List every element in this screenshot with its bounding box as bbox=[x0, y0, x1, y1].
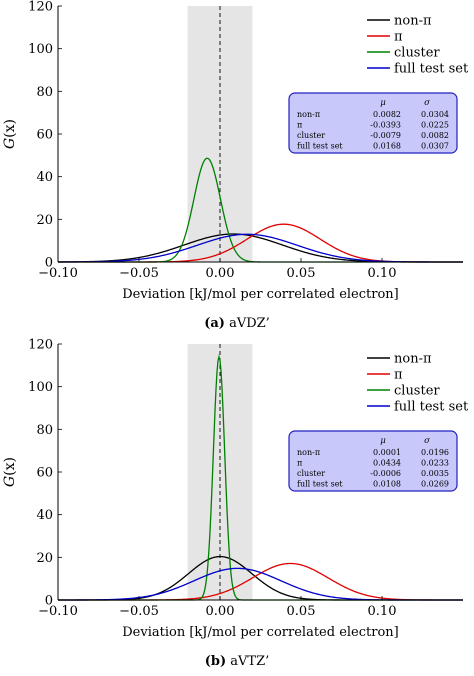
caption-b-label: (b) bbox=[204, 654, 227, 669]
chart-panel-b: −0.10 −0.05 0.00 0.05 0.10 0 20 40 60 80 100 120 Dev… bbox=[0, 338, 474, 676]
stats-row-mu: 0.0108 bbox=[373, 480, 401, 489]
stats-row-mu: 0.0001 bbox=[373, 448, 401, 457]
x-tick-label: −0.05 bbox=[119, 266, 159, 281]
series-line--1 bbox=[58, 562, 463, 601]
y-tick-label: 40 bbox=[36, 170, 53, 185]
legend-label: non-π bbox=[394, 352, 432, 367]
y-tick-label: 0 bbox=[45, 256, 53, 271]
stats-row-label: cluster bbox=[297, 131, 325, 140]
stats-row-sigma: 0.0196 bbox=[421, 448, 449, 457]
series-line-non-0 bbox=[58, 233, 463, 263]
legend-label: full test set bbox=[394, 400, 469, 415]
y-axis-label-main: G bbox=[2, 476, 18, 487]
legend-label: cluster bbox=[394, 384, 440, 399]
legend-label: cluster bbox=[394, 46, 440, 61]
y-axis-label-arg: (x) bbox=[2, 119, 18, 138]
y-tick-label: 0 bbox=[45, 594, 53, 609]
chart-a-svg: −0.10 −0.05 0.00 0.05 0.10 0 20 40 60 80 100 120 Dev… bbox=[2, 0, 469, 302]
x-tick-label: 0.00 bbox=[206, 266, 235, 281]
series-line-fulltestset-3 bbox=[58, 567, 463, 601]
x-tick-label: −0.05 bbox=[119, 604, 159, 619]
caption-a-text: aVDZ’ bbox=[229, 316, 270, 331]
y-tick-label: 80 bbox=[36, 85, 53, 100]
stats-row-label: non-π bbox=[297, 448, 320, 457]
y-tick-label: 20 bbox=[36, 551, 53, 566]
y-tick-label: 100 bbox=[28, 380, 53, 395]
stats-row-label: non-π bbox=[297, 110, 320, 119]
stats-row-mu: -0.0079 bbox=[370, 131, 401, 140]
y-tick-label: 120 bbox=[28, 338, 53, 353]
stats-header-sigma: σ bbox=[424, 436, 430, 446]
x-tick-label: 0.05 bbox=[287, 266, 316, 281]
chart-panel-a: −0.10 −0.05 0.00 0.05 0.10 0 20 40 60 80 100 120 Dev… bbox=[0, 0, 474, 331]
stats-row-label: π bbox=[297, 121, 302, 130]
stats-row-label: full test set bbox=[297, 480, 343, 489]
stats-box bbox=[288, 92, 458, 154]
x-axis-label: Deviation [kJ/mol per correlated electro… bbox=[122, 287, 398, 302]
y-tick-label: 60 bbox=[36, 128, 53, 143]
legend-label: π bbox=[394, 30, 403, 45]
stats-row-sigma: 0.0307 bbox=[421, 142, 449, 151]
x-tick-label: 0.05 bbox=[287, 604, 316, 619]
y-tick-label: 40 bbox=[36, 508, 53, 523]
x-tick-label: 0.10 bbox=[368, 604, 397, 619]
y-tick-label: 100 bbox=[28, 42, 53, 57]
chart-b-svg: −0.10 −0.05 0.00 0.05 0.10 0 20 40 60 80 100 120 Dev… bbox=[2, 338, 469, 641]
stats-row-mu: 0.0434 bbox=[373, 459, 401, 468]
x-tick-label: −0.10 bbox=[38, 266, 78, 281]
stats-row-mu: -0.0006 bbox=[370, 469, 401, 478]
y-axis-label: G(x) bbox=[2, 457, 18, 487]
stats-row-label: full test set bbox=[297, 142, 343, 151]
stats-header-mu: μ bbox=[380, 436, 386, 446]
y-axis-label-arg: (x) bbox=[2, 457, 18, 476]
stats-row-sigma: 0.0035 bbox=[421, 469, 449, 478]
y-tick-label: 120 bbox=[28, 0, 53, 15]
x-tick-label: −0.10 bbox=[38, 604, 78, 619]
x-axis-label: Deviation [kJ/mol per correlated electro… bbox=[122, 625, 398, 640]
caption-b-text: aVTZ’ bbox=[230, 654, 270, 669]
series-line-cluster-2 bbox=[58, 157, 463, 263]
stats-header-mu: μ bbox=[380, 98, 386, 108]
stats-row-label: cluster bbox=[297, 469, 325, 478]
legend-label: non-π bbox=[394, 14, 432, 29]
stats-header-sigma: σ bbox=[424, 98, 430, 108]
series-line--1 bbox=[58, 223, 463, 263]
caption-b: (b) aVTZ’ bbox=[0, 654, 474, 669]
x-tick-label: 0.10 bbox=[368, 266, 397, 281]
stats-row-label: π bbox=[297, 459, 302, 468]
stats-row-sigma: 0.0269 bbox=[421, 480, 449, 489]
y-tick-label: 60 bbox=[36, 466, 53, 481]
x-tick-label: 0.00 bbox=[206, 604, 235, 619]
legend-label: full test set bbox=[394, 62, 469, 77]
y-axis-label-main: G bbox=[2, 138, 18, 149]
legend-label: π bbox=[394, 368, 403, 383]
stats-row-mu: 0.0082 bbox=[373, 110, 401, 119]
stats-row-mu: 0.0168 bbox=[373, 142, 401, 151]
stats-row-sigma: 0.0304 bbox=[421, 110, 449, 119]
y-axis-label: G(x) bbox=[2, 119, 18, 149]
caption-a: (a) aVDZ’ bbox=[0, 316, 474, 331]
stats-row-mu: -0.0393 bbox=[370, 121, 401, 130]
stats-box bbox=[288, 430, 458, 492]
y-tick-label: 20 bbox=[36, 213, 53, 228]
caption-a-label: (a) bbox=[204, 316, 225, 331]
stats-row-sigma: 0.0233 bbox=[421, 459, 449, 468]
y-tick-label: 80 bbox=[36, 423, 53, 438]
stats-row-sigma: 0.0082 bbox=[421, 131, 449, 140]
stats-row-sigma: 0.0225 bbox=[421, 121, 449, 130]
series-line-non-0 bbox=[58, 555, 463, 601]
